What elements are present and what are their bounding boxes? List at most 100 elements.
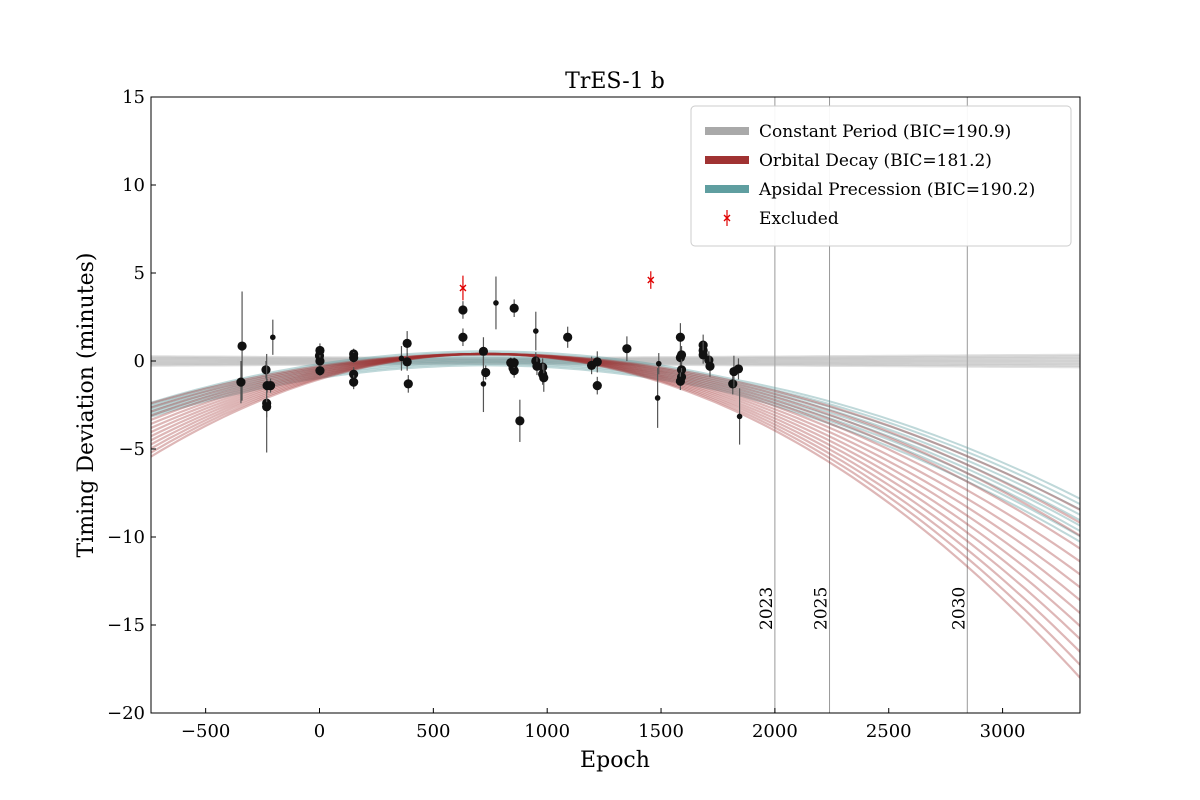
x-tick-label: 500 (416, 721, 450, 742)
legend-label: Apsidal Precession (BIC=190.2) (758, 180, 1035, 200)
data-marker (654, 395, 661, 401)
data-marker (539, 373, 549, 383)
model-curve (151, 353, 1080, 511)
model-curve (151, 358, 1080, 362)
y-tick-label: 5 (134, 263, 145, 284)
data-marker (533, 328, 539, 334)
data-marker (458, 332, 468, 342)
model-curve (151, 362, 1080, 369)
data-point (733, 358, 744, 380)
model-curve (151, 357, 1080, 522)
data-marker (481, 367, 491, 378)
data-point (705, 355, 715, 377)
model-curve (151, 355, 1080, 516)
x-axis-label: Epoch (580, 748, 650, 773)
model-curve (151, 352, 1080, 511)
data-marker (402, 357, 412, 367)
data-marker (509, 366, 519, 376)
model-curve (151, 352, 1080, 679)
data-point (654, 368, 661, 428)
data-marker (402, 338, 412, 348)
y-tick-label: −5 (118, 439, 145, 460)
data-marker (592, 357, 602, 367)
data-marker (592, 381, 602, 391)
legend-label: Constant Period (BIC=190.9) (759, 122, 1011, 142)
data-marker (315, 356, 325, 366)
excluded-point (459, 275, 467, 301)
model-curve (151, 362, 1080, 538)
data-marker (675, 332, 685, 342)
plot-frame (150, 96, 1081, 714)
data-marker (458, 305, 468, 315)
model-curve (151, 355, 1080, 361)
data-point (736, 388, 743, 445)
y-axis-label: Timing Deviation (minutes) (74, 253, 99, 558)
data-marker (403, 379, 413, 389)
data-point (265, 378, 276, 393)
x-tick-label: 2500 (866, 721, 912, 742)
data-point (592, 351, 602, 373)
legend: Constant Period (BIC=190.9) Orbital Decay… (690, 105, 1072, 247)
data-point (458, 301, 468, 319)
model-curve (151, 352, 1080, 589)
data-marker (261, 365, 271, 375)
data-point (349, 375, 359, 390)
data-point (622, 336, 632, 361)
data-marker (515, 416, 525, 426)
data-point (402, 331, 412, 356)
data-point (480, 355, 487, 413)
y-tick-label: −10 (107, 527, 145, 548)
data-point (655, 353, 662, 375)
x-tick-label: 2000 (752, 721, 798, 742)
data-marker (676, 350, 687, 360)
data-marker (265, 381, 276, 391)
excluded-marker (459, 284, 467, 292)
data-marker (262, 402, 272, 412)
data-point (481, 365, 491, 380)
data-marker (509, 358, 519, 368)
data-marker (349, 377, 359, 387)
data-marker (478, 346, 489, 356)
model-curve (151, 361, 1080, 366)
data-marker (733, 364, 744, 374)
data-point (315, 343, 325, 358)
data-point (493, 276, 499, 330)
data-point (509, 357, 519, 369)
model-curve (151, 352, 1080, 640)
model-curve (151, 356, 1080, 361)
data-point (533, 311, 539, 351)
data-point (509, 299, 519, 317)
plot-area (151, 97, 1080, 713)
model-curve (151, 352, 1080, 653)
model-curve (151, 360, 1080, 364)
model-curve (151, 359, 1080, 527)
data-marker (493, 300, 499, 306)
chart-title: TrES-1 b (565, 69, 665, 94)
data-point (261, 361, 271, 379)
year-marker-label: 2023 (757, 587, 777, 630)
y-tick-label: 10 (122, 175, 145, 196)
data-point (315, 365, 325, 376)
x-tick-label: 0 (314, 721, 325, 742)
data-point (675, 323, 685, 352)
x-tick-label: −500 (181, 721, 230, 742)
data-marker (315, 345, 325, 356)
model-curve (151, 352, 1080, 666)
data-marker (398, 355, 405, 362)
data-point (270, 319, 276, 355)
data-point (402, 353, 412, 371)
data-marker (236, 377, 246, 387)
data-marker (349, 369, 359, 379)
legend-excluded-marker (723, 214, 731, 222)
model-curve (151, 361, 1080, 367)
model-curve (151, 352, 1080, 537)
data-point (236, 361, 246, 404)
data-point (262, 396, 272, 418)
model-curve (151, 350, 1080, 500)
x-tick-label: 1500 (638, 721, 684, 742)
data-marker (563, 332, 573, 342)
legend-label: Excluded (759, 209, 839, 229)
data-point (676, 346, 687, 364)
model-curve (151, 352, 1080, 505)
